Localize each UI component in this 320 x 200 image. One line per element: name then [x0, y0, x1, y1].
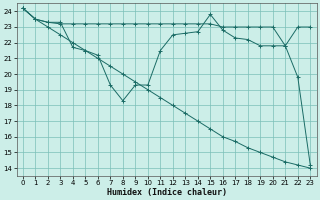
X-axis label: Humidex (Indice chaleur): Humidex (Indice chaleur)	[107, 188, 227, 197]
